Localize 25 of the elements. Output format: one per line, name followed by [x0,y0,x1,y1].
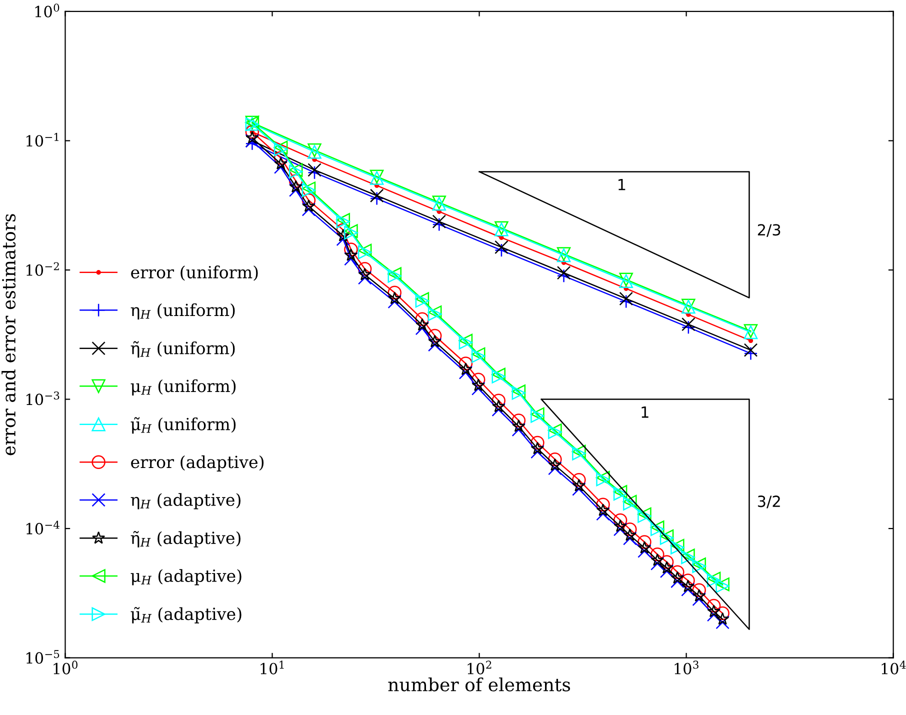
legend-label: μ$_{H}$ (adaptive) [130,569,242,586]
y-tick-label: 10$^{−2}$ [26,262,59,276]
x-tick-label: 10$^{4}$ [882,660,906,674]
legend-label: η̃$_{H}$ (uniform) [130,341,235,358]
annotation: 1 [642,406,648,418]
y-tick-label: 10$^{−4}$ [26,520,60,534]
annotation: 3/2 [758,496,780,508]
annotation: 1 [618,179,626,190]
y-axis-title: error and error estimators [2,214,16,456]
legend-label: error (adaptive) [131,455,264,472]
legend-label: error (uniform) [131,266,258,281]
legend-label: μ$_{H}$ (uniform) [130,379,236,396]
y-tick-label: 10$^{−1}$ [26,132,58,147]
x-tick-label: 10$^{3}$ [674,660,698,674]
legend-label: η$_{H}$ (adaptive) [130,493,240,510]
x-tick-label: 10$^{1}$ [260,660,284,674]
legend-label: μ̃$_{H}$ (adaptive) [130,606,242,624]
legend-label: η$_{H}$ (uniform) [130,303,235,320]
annotation: 2/3 [758,224,780,237]
legend-label: μ̃$_{H}$ (uniform) [130,417,236,434]
legend-label: η̃$_{H}$ (adaptive) [130,530,240,548]
y-tick-label: 10$^{0}$ [35,4,60,18]
y-tick-label: 10$^{−3}$ [26,391,60,406]
x-axis-title: number of elements [388,677,570,692]
x-tick-label: 10$^{2}$ [468,660,492,674]
